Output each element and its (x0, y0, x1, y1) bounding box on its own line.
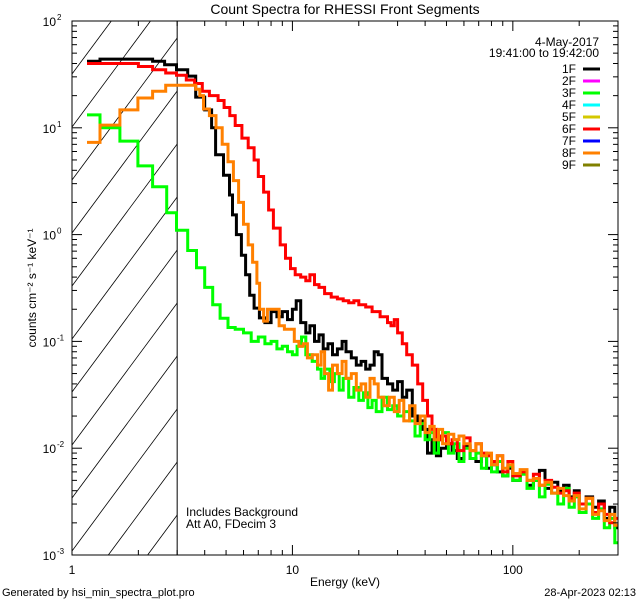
hatch-line (107, 461, 178, 556)
x-tick-label: 10 (286, 563, 300, 577)
annotation-attenuator: Att A0, FDecim 3 (186, 517, 276, 531)
y-tick-exponent: 2 (57, 13, 62, 22)
x-tick-label: 100 (503, 563, 523, 577)
y-tick-label: 10 (43, 15, 57, 29)
legend-label-3F: 3F (562, 86, 576, 100)
hatch-line (71, 302, 178, 446)
legend-label-2F: 2F (562, 74, 576, 88)
below-threshold-hatch (71, 20, 178, 556)
y-tick-label: 10 (43, 122, 57, 136)
y-tick-label: 10 (43, 549, 57, 563)
hatch-line (71, 249, 178, 393)
y-tick-exponent: 0 (57, 227, 62, 236)
y-tick-exponent: -2 (57, 440, 65, 449)
series-1F (87, 57, 618, 530)
y-axis-label: counts cm⁻² s⁻¹ keV⁻¹ (25, 228, 39, 347)
x-axis-label: Energy (keV) (310, 575, 380, 589)
legend-label-5F: 5F (562, 110, 576, 124)
y-tick-exponent: -1 (57, 333, 65, 342)
hatch-line (71, 20, 112, 75)
footer-generated-by: Generated by hsi_min_spectra_plot.pro (2, 587, 195, 599)
hatch-line (71, 408, 178, 552)
legend-label-9F: 9F (562, 158, 576, 172)
annotation-background: Includes Background (186, 505, 298, 519)
y-tick-exponent: 1 (57, 120, 62, 129)
legend-label-6F: 6F (562, 122, 576, 136)
legend-label-4F: 4F (562, 98, 576, 112)
hatch-line (71, 355, 178, 499)
hatch-line (71, 196, 178, 340)
series-8F (87, 83, 618, 527)
hatch-line (147, 514, 178, 556)
y-tick-label: 10 (43, 335, 57, 349)
legend-date: 4-May-2017 (535, 35, 599, 49)
y-tick-label: 10 (43, 229, 57, 243)
legend-time-range: 19:41:00 to 19:42:00 (489, 46, 599, 60)
legend-label-1F: 1F (562, 62, 576, 76)
y-tick-label: 10 (43, 442, 57, 456)
y-tick-exponent: -3 (57, 547, 65, 556)
legend-label-7F: 7F (562, 134, 576, 148)
hatch-line (71, 143, 178, 287)
series-6F (87, 62, 618, 525)
legend-label-8F: 8F (562, 146, 576, 160)
chart-title: Count Spectra for RHESSI Front Segments (210, 1, 479, 17)
footer-timestamp: 28-Apr-2023 02:13 (544, 587, 636, 599)
plot-frame (71, 20, 619, 556)
hatch-line (71, 90, 178, 234)
x-tick-label: 1 (69, 563, 76, 577)
hatch-line (71, 20, 151, 128)
